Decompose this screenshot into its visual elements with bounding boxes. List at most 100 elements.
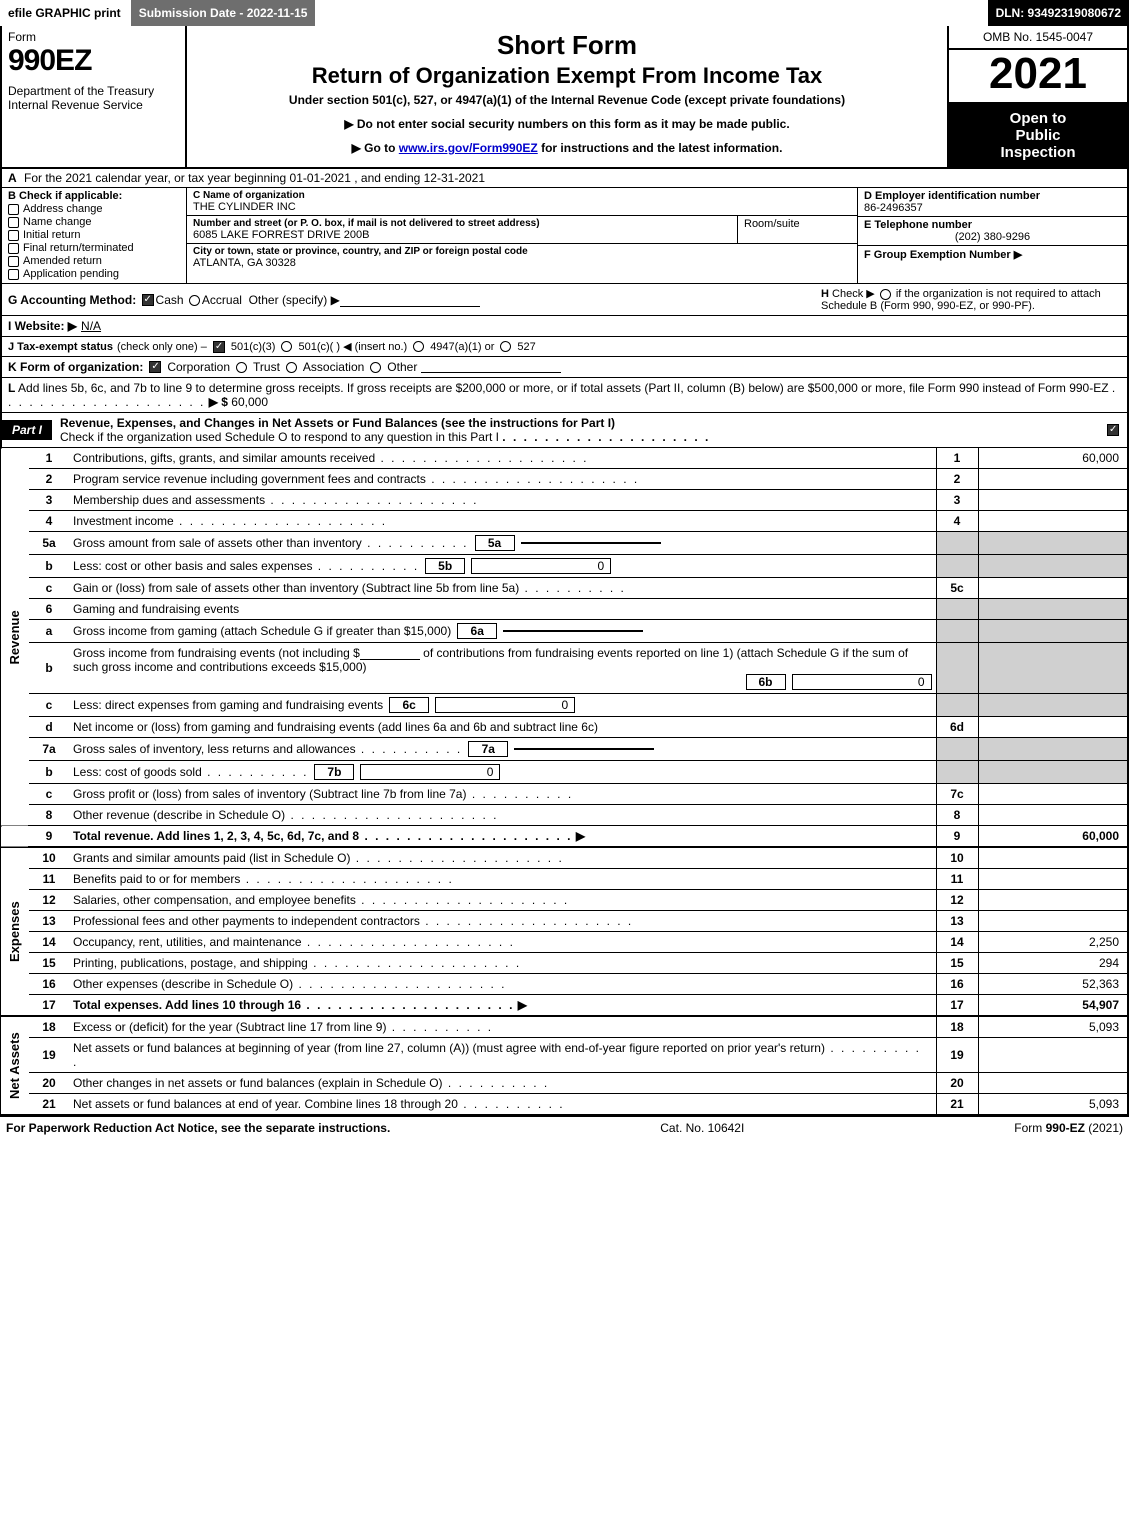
chk-h[interactable]	[880, 289, 891, 300]
checkbox-icon[interactable]	[8, 204, 19, 215]
chk-corp[interactable]	[149, 361, 161, 373]
lno: 7a	[29, 738, 69, 761]
table-row: 9 Total revenue. Add lines 1, 2, 3, 4, 5…	[1, 826, 1128, 848]
chk-application-pending[interactable]: Application pending	[8, 268, 180, 280]
instr-goto: ▶ Go to www.irs.gov/Form990EZ for instru…	[195, 141, 939, 155]
checkbox-icon[interactable]	[8, 256, 19, 267]
table-row: Revenue 1 Contributions, gifts, grants, …	[1, 448, 1128, 469]
c-room: Room/suite	[737, 216, 857, 243]
checkbox-icon[interactable]	[8, 269, 19, 280]
lno: 10	[29, 847, 69, 869]
irs-link[interactable]: www.irs.gov/Form990EZ	[399, 141, 538, 155]
desc: Gain or (loss) from sale of assets other…	[69, 578, 936, 599]
lno: b	[29, 643, 69, 694]
table-row: 19Net assets or fund balances at beginni…	[1, 1038, 1128, 1073]
lno: b	[29, 761, 69, 784]
chk-4947[interactable]	[413, 341, 424, 352]
blank-field[interactable]	[360, 648, 420, 660]
lno: c	[29, 694, 69, 717]
g-other-blank[interactable]	[340, 295, 480, 307]
submission-date: Submission Date - 2022-11-15	[131, 0, 318, 26]
table-row: 11Benefits paid to or for members11	[1, 869, 1128, 890]
k-corp: Corporation	[167, 360, 230, 374]
chk-501c[interactable]	[281, 341, 292, 352]
part-1-header: Part I Revenue, Expenses, and Changes in…	[0, 413, 1129, 448]
chk-final-return[interactable]: Final return/terminated	[8, 242, 180, 254]
top-bar: efile GRAPHIC print Submission Date - 20…	[0, 0, 1129, 26]
line-a: A For the 2021 calendar year, or tax yea…	[0, 169, 1129, 188]
desc: Other changes in net assets or fund bala…	[69, 1073, 936, 1094]
chk-name-change[interactable]: Name change	[8, 216, 180, 228]
colno: 9	[936, 826, 978, 848]
lno: d	[29, 717, 69, 738]
e-phone: E Telephone number (202) 380-9296	[858, 217, 1127, 246]
l-letter: L	[8, 381, 15, 395]
table-row: 6Gaming and fundraising events	[1, 599, 1128, 620]
g-label: G Accounting Method:	[8, 293, 136, 307]
desc: Net income or (loss) from gaming and fun…	[69, 717, 936, 738]
table-row: 16Other expenses (describe in Schedule O…	[1, 974, 1128, 995]
line-g-h: G Accounting Method: Cash Accrual Other …	[0, 284, 1129, 316]
desc: Contributions, gifts, grants, and simila…	[69, 448, 936, 469]
chk-527[interactable]	[500, 341, 511, 352]
org-street: 6085 LAKE FORREST DRIVE 200B	[193, 229, 731, 241]
desc-text: Gross amount from sale of assets other t…	[73, 536, 469, 550]
lno: 5a	[29, 532, 69, 555]
mini-label: 6a	[457, 623, 497, 639]
l-value: 60,000	[231, 395, 268, 409]
table-row: Expenses 10Grants and similar amounts pa…	[1, 847, 1128, 869]
chk-501c3[interactable]	[213, 341, 225, 353]
desc: Professional fees and other payments to …	[69, 911, 936, 932]
chk-other[interactable]	[370, 362, 381, 373]
table-row: b Less: cost or other basis and sales ex…	[1, 555, 1128, 578]
tax-year: 2021	[949, 50, 1127, 104]
header-center: Short Form Return of Organization Exempt…	[187, 26, 947, 167]
amount	[978, 1073, 1128, 1094]
j-note: (check only one) –	[117, 341, 207, 353]
amount	[978, 511, 1128, 532]
desc: Membership dues and assessments	[69, 490, 936, 511]
c-name: C Name of organization THE CYLINDER INC	[187, 188, 857, 215]
amount: 294	[978, 953, 1128, 974]
part-1-tag: Part I	[2, 420, 52, 440]
amount	[978, 1038, 1128, 1073]
desc: Gross profit or (loss) from sales of inv…	[69, 784, 936, 805]
chk-assoc[interactable]	[286, 362, 297, 373]
chk-accrual[interactable]	[189, 295, 200, 306]
lno: 6	[29, 599, 69, 620]
dots-icon	[502, 430, 710, 444]
section-blank	[1, 826, 29, 848]
mini-label: 7a	[468, 741, 508, 757]
checkbox-icon[interactable]	[8, 230, 19, 241]
desc: Less: direct expenses from gaming and fu…	[69, 694, 936, 717]
desc: Less: cost of goods sold7b0	[69, 761, 936, 784]
line-a-text: For the 2021 calendar year, or tax year …	[24, 171, 485, 185]
lno: 3	[29, 490, 69, 511]
efile-print[interactable]: efile GRAPHIC print	[0, 0, 131, 26]
checkbox-icon[interactable]	[8, 243, 19, 254]
colno: 11	[936, 869, 978, 890]
chk-amended-return[interactable]: Amended return	[8, 255, 180, 267]
k-other-blank[interactable]	[421, 361, 561, 373]
amount: 60,000	[978, 448, 1128, 469]
colno: 19	[936, 1038, 978, 1073]
section-netassets: Net Assets	[1, 1016, 29, 1115]
chk-cash[interactable]	[142, 294, 154, 306]
lno: c	[29, 578, 69, 599]
chk-schedule-o[interactable]	[1107, 424, 1119, 436]
c-name-label: C Name of organization	[193, 190, 851, 201]
g-other: Other (specify) ▶	[249, 293, 340, 307]
line-k: K Form of organization: Corporation Trus…	[0, 357, 1129, 378]
inspect-line1: Open to	[953, 110, 1123, 127]
chk-trust[interactable]	[236, 362, 247, 373]
lno: 17	[29, 995, 69, 1017]
chk-address-change[interactable]: Address change	[8, 203, 180, 215]
part-1-table: Revenue 1 Contributions, gifts, grants, …	[0, 448, 1129, 1116]
amount-gray	[978, 738, 1128, 761]
checkbox-icon[interactable]	[8, 217, 19, 228]
mini-label: 6c	[389, 697, 429, 713]
dots-icon	[359, 829, 572, 843]
colno: 4	[936, 511, 978, 532]
chk-initial-return[interactable]: Initial return	[8, 229, 180, 241]
colno: 8	[936, 805, 978, 826]
